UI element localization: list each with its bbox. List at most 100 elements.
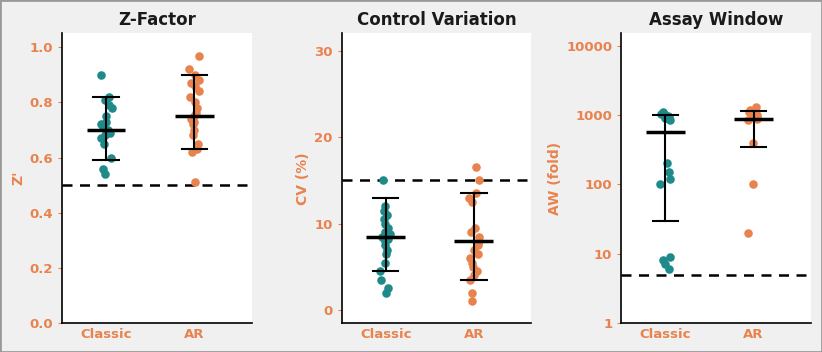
Point — [659, 115, 672, 120]
Point — [664, 176, 677, 182]
Point — [105, 105, 118, 111]
Point — [186, 133, 199, 138]
Point — [188, 180, 201, 185]
Point — [97, 124, 110, 130]
Point — [663, 114, 676, 119]
Point — [379, 221, 392, 226]
Y-axis label: Z': Z' — [12, 171, 25, 186]
Point — [749, 108, 762, 114]
Point — [658, 112, 672, 118]
Point — [663, 117, 677, 123]
Title: Assay Window: Assay Window — [649, 11, 783, 29]
Point — [95, 72, 108, 78]
Point — [187, 113, 201, 119]
Point — [373, 268, 386, 274]
Y-axis label: AW (fold): AW (fold) — [548, 142, 562, 215]
Point — [378, 230, 391, 235]
Point — [192, 89, 206, 94]
Point — [743, 107, 756, 112]
Point — [469, 165, 483, 170]
Point — [750, 115, 763, 120]
Point — [750, 117, 763, 122]
Point — [187, 119, 201, 125]
Point — [381, 212, 394, 218]
Point — [746, 140, 760, 145]
Point — [379, 203, 392, 209]
Point — [656, 258, 669, 263]
Point — [95, 136, 108, 141]
Point — [102, 127, 115, 133]
Point — [465, 290, 478, 296]
Point — [384, 231, 397, 237]
Point — [746, 182, 760, 187]
Point — [188, 83, 201, 89]
Point — [376, 177, 390, 183]
Point — [99, 171, 112, 177]
Point — [102, 102, 115, 108]
Point — [467, 247, 480, 252]
Point — [380, 290, 393, 296]
Point — [381, 285, 395, 291]
Point — [97, 141, 110, 146]
Point — [99, 97, 112, 102]
Point — [658, 262, 672, 267]
Point — [465, 298, 478, 304]
Point — [184, 116, 197, 122]
Point — [191, 146, 204, 152]
Point — [741, 117, 755, 123]
Point — [746, 111, 759, 117]
Point — [183, 94, 196, 100]
Point — [186, 149, 199, 155]
Point — [465, 260, 478, 265]
Point — [655, 111, 668, 117]
Point — [98, 133, 111, 138]
Point — [378, 243, 391, 248]
Point — [464, 230, 478, 235]
Point — [748, 114, 761, 119]
Point — [742, 109, 755, 115]
Point — [188, 100, 201, 105]
Point — [381, 247, 394, 252]
Point — [658, 115, 672, 121]
Point — [750, 104, 763, 110]
Point — [471, 251, 484, 257]
Point — [96, 166, 109, 171]
Point — [187, 122, 200, 127]
Point — [653, 182, 667, 187]
Point — [187, 127, 201, 133]
Point — [465, 199, 478, 205]
Point — [380, 251, 393, 257]
Point — [103, 94, 116, 100]
Point — [193, 77, 206, 83]
Point — [473, 238, 486, 244]
Point — [471, 243, 484, 248]
Point — [467, 273, 480, 278]
Point — [742, 230, 755, 235]
Point — [663, 169, 676, 175]
Title: Z-Factor: Z-Factor — [118, 11, 196, 29]
Point — [463, 277, 476, 283]
Point — [378, 260, 391, 265]
Point — [661, 161, 674, 166]
Y-axis label: CV (%): CV (%) — [296, 152, 310, 205]
Point — [95, 122, 108, 127]
Point — [100, 113, 113, 119]
Point — [473, 177, 486, 183]
Point — [469, 190, 483, 196]
Point — [750, 115, 764, 121]
Point — [469, 225, 482, 231]
Point — [746, 113, 760, 118]
Point — [104, 155, 118, 161]
Point — [662, 116, 675, 122]
Point — [657, 109, 670, 115]
Point — [377, 216, 390, 222]
Point — [658, 112, 671, 117]
Point — [190, 111, 203, 116]
Point — [191, 105, 204, 111]
Point — [182, 67, 196, 72]
Point — [103, 130, 116, 136]
Point — [382, 236, 395, 242]
Point — [662, 113, 675, 118]
Point — [377, 208, 390, 213]
Point — [99, 127, 113, 133]
